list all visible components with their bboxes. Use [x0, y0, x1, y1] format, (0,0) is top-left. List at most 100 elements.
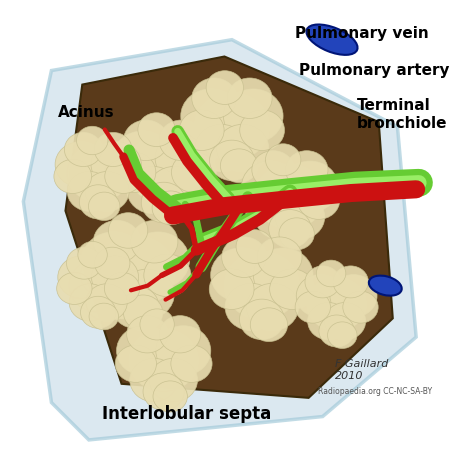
Ellipse shape: [58, 256, 105, 299]
Ellipse shape: [270, 269, 314, 310]
Ellipse shape: [66, 247, 102, 279]
Ellipse shape: [127, 166, 179, 214]
Ellipse shape: [171, 345, 212, 383]
Text: F Gaillard
2010: F Gaillard 2010: [335, 359, 388, 381]
Ellipse shape: [210, 248, 270, 302]
Ellipse shape: [85, 172, 129, 211]
Ellipse shape: [69, 284, 110, 321]
Ellipse shape: [252, 151, 294, 189]
Ellipse shape: [89, 192, 120, 220]
Ellipse shape: [296, 274, 343, 317]
Ellipse shape: [112, 131, 172, 185]
Ellipse shape: [225, 283, 277, 330]
Ellipse shape: [316, 260, 346, 287]
Ellipse shape: [94, 247, 130, 279]
Polygon shape: [23, 40, 416, 440]
Ellipse shape: [181, 89, 240, 143]
Ellipse shape: [109, 213, 148, 248]
Ellipse shape: [80, 254, 128, 297]
Ellipse shape: [127, 135, 201, 202]
Ellipse shape: [67, 172, 111, 211]
Ellipse shape: [333, 266, 368, 298]
Ellipse shape: [54, 159, 91, 193]
Ellipse shape: [225, 252, 299, 319]
Ellipse shape: [119, 269, 174, 319]
Ellipse shape: [91, 256, 138, 299]
Ellipse shape: [153, 381, 187, 412]
Text: Acinus: Acinus: [58, 105, 115, 120]
Ellipse shape: [111, 152, 156, 192]
Ellipse shape: [76, 126, 108, 155]
Ellipse shape: [195, 93, 269, 160]
Ellipse shape: [149, 358, 198, 402]
Ellipse shape: [255, 195, 304, 239]
Ellipse shape: [97, 269, 152, 319]
Ellipse shape: [217, 124, 269, 172]
Polygon shape: [65, 56, 393, 398]
Ellipse shape: [148, 166, 201, 214]
Ellipse shape: [127, 316, 168, 353]
Ellipse shape: [159, 120, 204, 161]
Ellipse shape: [156, 326, 211, 375]
Ellipse shape: [236, 230, 273, 264]
Ellipse shape: [308, 302, 349, 340]
Ellipse shape: [192, 78, 237, 118]
Ellipse shape: [69, 259, 128, 312]
Ellipse shape: [246, 283, 299, 330]
Ellipse shape: [93, 220, 140, 263]
Ellipse shape: [143, 373, 184, 410]
Ellipse shape: [55, 142, 105, 187]
Ellipse shape: [64, 132, 102, 166]
Ellipse shape: [141, 182, 186, 223]
Ellipse shape: [282, 161, 338, 212]
Ellipse shape: [305, 266, 340, 298]
Ellipse shape: [105, 159, 143, 193]
Ellipse shape: [239, 299, 284, 340]
Ellipse shape: [330, 274, 377, 317]
Ellipse shape: [297, 181, 340, 219]
Ellipse shape: [253, 248, 313, 302]
Ellipse shape: [343, 291, 378, 323]
Text: Interlobular septa: Interlobular septa: [102, 405, 272, 423]
Ellipse shape: [179, 110, 224, 150]
Ellipse shape: [159, 316, 201, 353]
Ellipse shape: [79, 185, 117, 219]
Ellipse shape: [172, 152, 216, 192]
Ellipse shape: [240, 110, 284, 150]
Ellipse shape: [89, 303, 118, 330]
Ellipse shape: [57, 273, 92, 304]
Ellipse shape: [130, 358, 178, 402]
Ellipse shape: [123, 295, 163, 330]
Ellipse shape: [104, 273, 140, 304]
Ellipse shape: [295, 291, 330, 323]
Ellipse shape: [91, 142, 141, 187]
Ellipse shape: [152, 191, 190, 225]
Ellipse shape: [131, 220, 178, 263]
Text: Pulmonary vein: Pulmonary vein: [294, 26, 428, 41]
Ellipse shape: [67, 145, 129, 202]
Ellipse shape: [307, 278, 366, 331]
Ellipse shape: [209, 269, 254, 310]
Ellipse shape: [275, 195, 325, 239]
Ellipse shape: [240, 181, 283, 219]
Ellipse shape: [255, 165, 325, 229]
Ellipse shape: [325, 302, 366, 340]
Ellipse shape: [94, 132, 132, 166]
Ellipse shape: [115, 345, 156, 383]
Ellipse shape: [78, 241, 107, 268]
Ellipse shape: [144, 254, 191, 297]
Text: Pulmonary artery: Pulmonary artery: [299, 63, 450, 78]
Ellipse shape: [250, 308, 288, 342]
Ellipse shape: [319, 315, 355, 347]
Ellipse shape: [117, 326, 172, 375]
Ellipse shape: [195, 124, 247, 172]
Ellipse shape: [223, 89, 283, 143]
Ellipse shape: [279, 218, 314, 250]
Ellipse shape: [96, 236, 175, 307]
Ellipse shape: [138, 113, 175, 146]
Ellipse shape: [140, 309, 174, 340]
Ellipse shape: [86, 284, 127, 321]
Ellipse shape: [129, 329, 198, 392]
Ellipse shape: [269, 210, 311, 248]
Ellipse shape: [328, 322, 357, 348]
